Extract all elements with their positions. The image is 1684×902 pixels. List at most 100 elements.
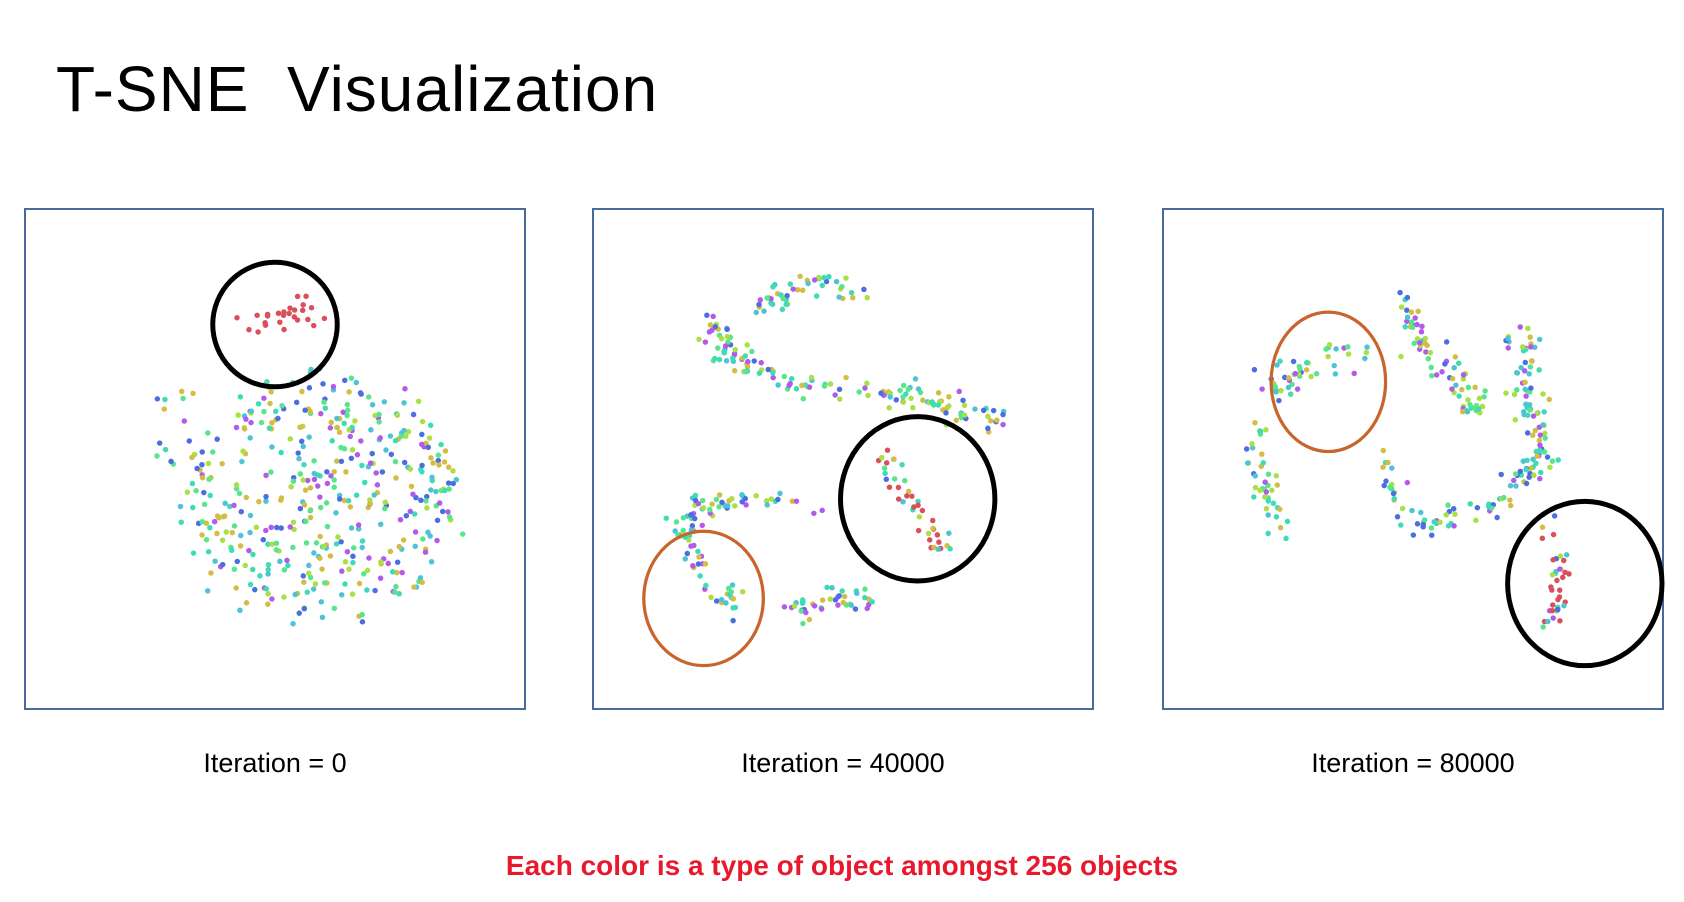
scatter-point <box>1521 368 1528 374</box>
scatter-point <box>418 497 424 504</box>
scatter-point <box>724 333 731 340</box>
scatter-point <box>1404 307 1410 313</box>
scatter-point <box>387 433 394 439</box>
scatter-point <box>1527 407 1533 413</box>
scatter-point <box>821 274 827 281</box>
scatter-point <box>279 402 285 409</box>
scatter-point <box>428 487 434 493</box>
scatter-point <box>1259 451 1265 457</box>
scatter-point <box>925 530 932 537</box>
scatter-point <box>1549 571 1556 578</box>
scatter-point <box>313 540 320 546</box>
scatter-point <box>988 418 994 424</box>
scatter-point <box>836 593 842 599</box>
scatter-point <box>1284 518 1291 525</box>
scatter-point <box>707 506 713 513</box>
scatter-point <box>1450 505 1457 512</box>
scatter-point <box>362 479 368 486</box>
scatter-point <box>178 519 184 525</box>
scatter-point <box>1389 465 1395 471</box>
scatter-point <box>1526 371 1532 377</box>
scatter-point <box>1285 384 1292 391</box>
scatter-point <box>434 517 441 524</box>
scatter-point <box>895 496 902 502</box>
scatter-point <box>1528 385 1534 391</box>
scatter-point <box>389 569 396 575</box>
scatter-point <box>269 420 275 426</box>
scatter-point <box>410 491 416 497</box>
scatter-point <box>1482 388 1488 394</box>
scatter-point <box>811 603 818 609</box>
scatter-point <box>1273 514 1280 520</box>
scatter-point <box>832 392 838 398</box>
scatter-point <box>1522 359 1529 366</box>
scatter-point <box>333 510 339 516</box>
scatter-point <box>1383 478 1389 484</box>
scatter-point <box>743 368 749 375</box>
scatter-point <box>684 550 691 557</box>
scatter-point <box>334 424 340 431</box>
scatter-point <box>299 307 306 314</box>
scatter-point <box>1404 314 1411 320</box>
scatter-point <box>761 308 767 314</box>
scatter-point <box>1252 473 1259 479</box>
scatter-point <box>428 455 434 461</box>
scatter-point <box>1398 522 1404 528</box>
scatter-point <box>887 394 893 400</box>
scatter-point <box>287 524 293 530</box>
scatter-point <box>739 589 746 595</box>
scatter-point <box>338 592 345 598</box>
scatter-point <box>1563 552 1570 558</box>
scatter-point <box>177 503 184 510</box>
scatter-point <box>878 454 885 461</box>
scatter-point <box>392 589 398 596</box>
scatter-point <box>911 504 917 510</box>
scatter-point <box>723 358 730 364</box>
scatter-point <box>308 366 314 373</box>
scatter-point <box>430 460 436 466</box>
scatter-point <box>321 315 328 322</box>
scatter-point <box>263 586 270 592</box>
scatter-point <box>237 607 243 614</box>
scatter-point <box>1464 409 1471 415</box>
scatter-point <box>696 554 702 560</box>
scatter-point <box>1527 364 1534 370</box>
scatter-point <box>349 591 356 597</box>
scatter-point <box>903 391 909 397</box>
scatter-point <box>371 492 377 498</box>
scatter-point <box>1431 519 1437 525</box>
scatter-point <box>836 294 842 300</box>
scatter-point <box>808 374 815 381</box>
scatter-point <box>1513 483 1519 489</box>
scatter-point <box>1541 430 1548 437</box>
scatter-point <box>862 594 868 601</box>
scatter-point <box>864 380 870 387</box>
orange-highlight-circle <box>1269 310 1388 454</box>
scatter-point <box>1528 358 1535 364</box>
scatter-point <box>238 508 245 515</box>
scatter-point <box>899 461 905 468</box>
scatter-point <box>710 313 716 320</box>
scatter-point <box>1273 389 1279 395</box>
scatter-point <box>1485 503 1492 510</box>
scatter-point <box>1555 596 1561 603</box>
scatter-point <box>403 512 410 519</box>
scatter-point <box>394 559 401 565</box>
scatter-point <box>256 498 262 505</box>
scatter-point <box>1445 502 1451 508</box>
scatter-point <box>290 519 297 525</box>
scatter-point <box>1540 391 1546 397</box>
scatter-point <box>267 400 273 407</box>
scatter-panel-iteration-80000 <box>1162 208 1665 710</box>
scatter-point <box>869 599 875 605</box>
scatter-point <box>355 526 362 532</box>
scatter-point <box>450 480 457 487</box>
scatter-point <box>716 504 722 510</box>
scatter-point <box>186 438 193 444</box>
scatter-point <box>263 527 269 534</box>
scatter-point <box>680 527 686 534</box>
scatter-point <box>836 396 843 402</box>
scatter-point <box>408 483 415 490</box>
scatter-point <box>783 301 790 308</box>
scatter-point <box>784 292 790 299</box>
